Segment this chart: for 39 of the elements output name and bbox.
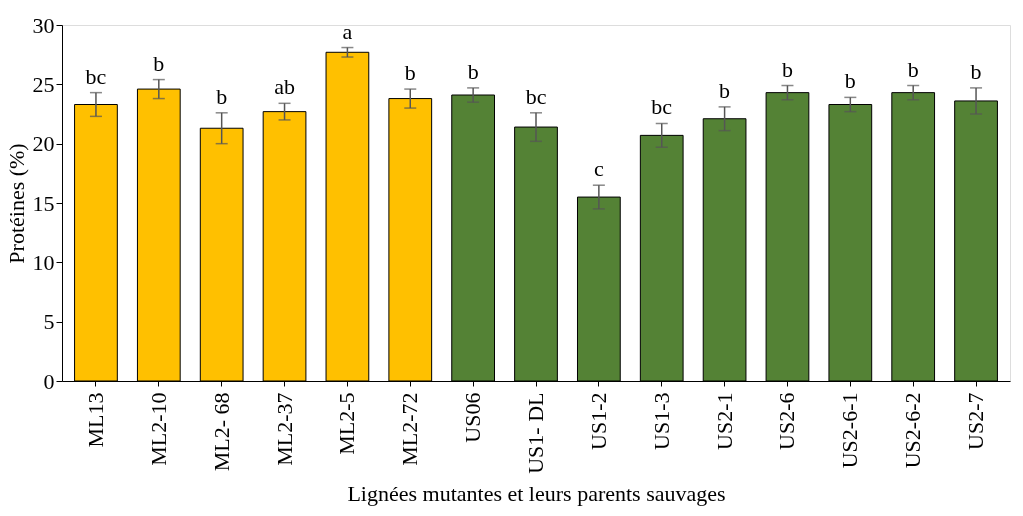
annotation: b: [404, 60, 416, 86]
x-tick-label: US1-3: [648, 392, 674, 450]
x-tick-label: US2-6-1: [837, 392, 863, 469]
y-tick-label: 15: [32, 190, 55, 216]
annotation: b: [719, 77, 731, 103]
annotation: bc: [85, 63, 107, 89]
x-tick-label: ML2-37: [271, 392, 297, 466]
annotation: b: [153, 50, 165, 76]
annotation: bc: [525, 83, 547, 109]
x-tick-label: ML2- 68: [208, 392, 234, 472]
annotation: ab: [274, 74, 295, 100]
x-axis-title: Lignées mutantes et leurs parents sauvages: [347, 480, 726, 506]
annotation: b: [907, 56, 919, 82]
annotation: b: [781, 56, 793, 82]
annotation: b: [844, 68, 856, 94]
annotation: b: [216, 83, 228, 109]
x-tick-label: US2-7: [963, 392, 989, 450]
y-tick-label: 30: [32, 12, 55, 38]
x-tick-label: US2-6: [774, 392, 800, 450]
annotation: b: [467, 58, 479, 84]
y-tick-label: 5: [43, 309, 55, 335]
y-tick-label: 10: [32, 249, 55, 275]
annotation: b: [970, 58, 982, 84]
x-tick-label: US06: [460, 392, 486, 443]
x-tick-label: ML13: [82, 392, 108, 448]
y-tick-label: 0: [43, 368, 55, 394]
x-tick-label: ML2-5: [334, 392, 360, 455]
x-tick-label: US1-2: [585, 392, 611, 450]
x-tick-label: US1- DL: [523, 392, 548, 474]
x-tick-label: ML2-72: [397, 392, 423, 466]
x-tick-label: US2-1: [711, 392, 737, 450]
annotation: bc: [651, 94, 673, 120]
y-tick-label: 20: [32, 131, 55, 157]
annotation: c: [593, 156, 604, 182]
y-tick-label: 25: [32, 71, 55, 97]
annotation: a: [342, 18, 353, 44]
x-tick-label: US2-6-2: [900, 392, 926, 469]
y-axis-title: Protéines (%): [3, 143, 29, 264]
x-tick-label: ML2-10: [145, 392, 171, 466]
